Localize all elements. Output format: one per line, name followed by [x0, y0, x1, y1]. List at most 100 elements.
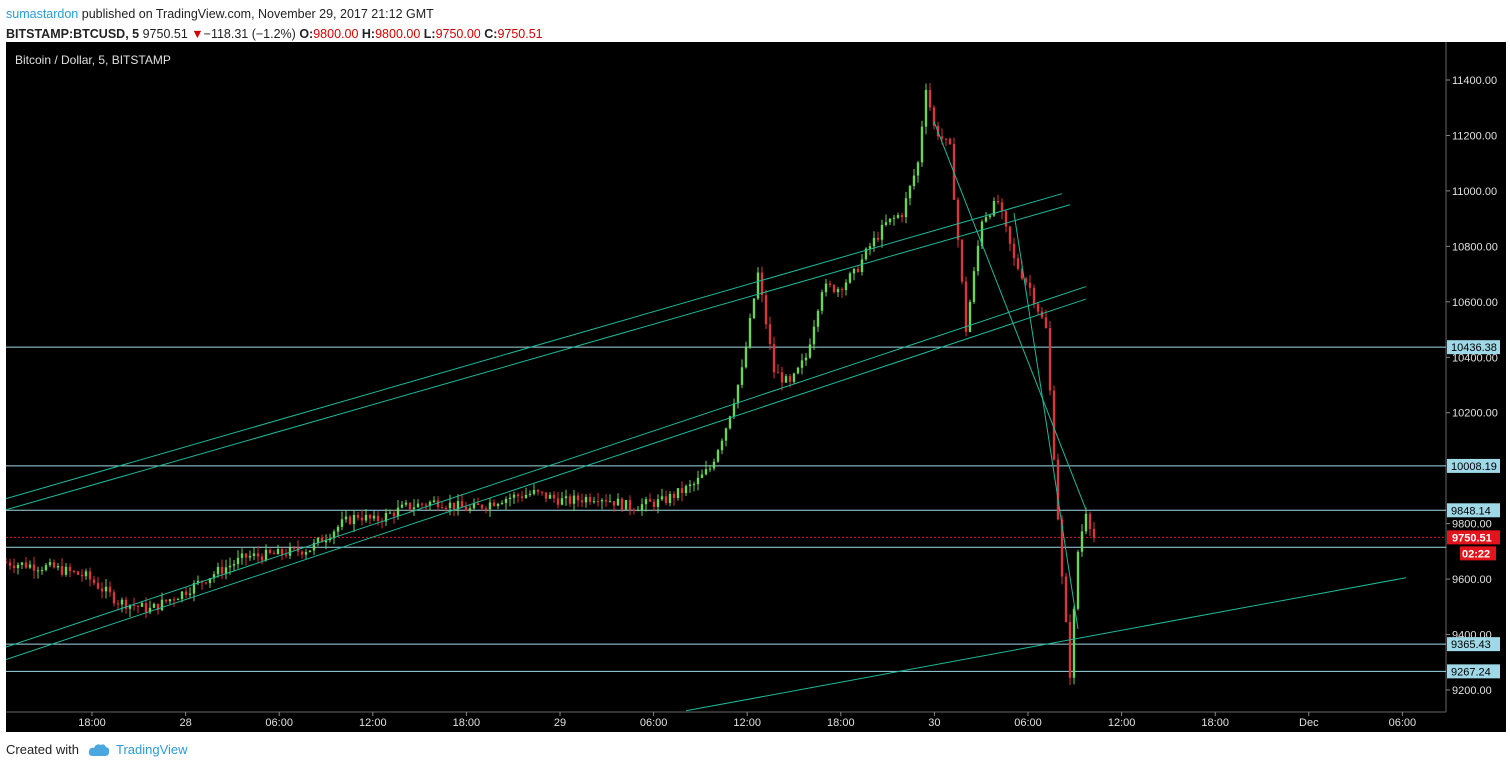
candle-body [856, 268, 860, 272]
candle-body [428, 502, 432, 506]
candle-body [984, 217, 988, 222]
candle-body [44, 565, 48, 571]
symbol-label: BITSTAMP:BTCUSD, 5 [6, 27, 140, 41]
candle-body [104, 586, 108, 592]
y-tick-label: 10800.00 [1452, 241, 1498, 253]
candle-body [432, 500, 436, 503]
candle-body [720, 440, 724, 451]
candle-body [360, 517, 364, 521]
candle-body [672, 494, 676, 498]
candle-body [48, 562, 52, 566]
candle-body [976, 245, 980, 272]
candle-body [472, 503, 476, 509]
candle-body [324, 540, 328, 543]
level-badge-label: 9848.14 [1451, 505, 1491, 517]
candle-body [768, 324, 772, 345]
candle-body [632, 510, 636, 512]
candle-body [620, 498, 624, 510]
candle-body [464, 506, 468, 511]
candle-body [388, 512, 392, 514]
candle-body [204, 582, 208, 584]
x-tick-label: 12:00 [359, 717, 387, 729]
candle-body [136, 605, 140, 607]
candle-body [496, 504, 500, 507]
candle-body [640, 504, 644, 511]
candle-body [748, 318, 752, 347]
candle-body [156, 603, 160, 611]
candle-body [368, 514, 372, 519]
candle-body [436, 500, 440, 507]
candle-body [808, 344, 812, 358]
candle-body [884, 222, 888, 225]
candle-body [512, 494, 516, 498]
candle-body [356, 514, 360, 518]
tradingview-cloud-icon [88, 744, 110, 756]
y-tick-label: 11000.00 [1452, 186, 1497, 198]
candle-body [1084, 513, 1088, 532]
candle-body [596, 501, 600, 503]
candle-body [840, 289, 844, 291]
candle-body [1044, 317, 1048, 328]
candle-body [408, 502, 412, 510]
trend-line [5, 193, 1063, 500]
candle-body [540, 491, 544, 493]
level-badge [1447, 340, 1500, 355]
candle-body [552, 494, 556, 499]
candle-body [848, 273, 852, 283]
x-tick-label: 06:00 [1014, 717, 1042, 729]
candle-body [272, 552, 276, 555]
candle-body [228, 565, 232, 568]
level-badge [1447, 664, 1500, 679]
candle-body [972, 271, 976, 302]
candle-body [56, 566, 60, 568]
candle-body [880, 224, 884, 240]
high-value: 9800.00 [375, 27, 421, 41]
candle-body [652, 501, 656, 507]
candle-body [196, 580, 200, 584]
time-axis [6, 712, 1506, 732]
candle-body [692, 484, 696, 486]
candle-body [28, 564, 32, 568]
candle-body [1060, 519, 1064, 577]
candle-body [188, 593, 192, 595]
down-arrow-icon: ▼ [191, 27, 204, 41]
candle-body [876, 237, 880, 240]
candle-body [276, 549, 280, 555]
candle-body [392, 512, 396, 517]
author-link[interactable]: sumastardon [6, 7, 79, 21]
candle-body [348, 516, 352, 525]
candle-body [548, 494, 552, 499]
candle-body [1020, 268, 1024, 279]
level-badge [1447, 458, 1500, 473]
candle-body [404, 502, 408, 505]
candle-body [284, 554, 288, 556]
candle-body [4, 562, 8, 564]
candle-body [164, 599, 168, 602]
chart-area[interactable]: 11400.00 11200.00 11000.00 10800.00 10600.00… [4, 42, 1506, 732]
candle-body [320, 537, 324, 543]
candle-body [712, 461, 716, 469]
candle-body [544, 492, 548, 499]
candle-body [844, 282, 848, 290]
tradingview-link[interactable]: TradingView [115, 742, 188, 757]
candle-body [888, 218, 892, 223]
candle-body [420, 503, 424, 505]
candle-body [656, 499, 660, 507]
candle-body [452, 502, 456, 510]
y-tick-label: 10600.00 [1452, 297, 1498, 309]
candle-body [308, 550, 312, 553]
candle-body [668, 494, 672, 503]
chart-header: sumastardon published on TradingView.com… [6, 4, 1506, 44]
candle-body [600, 500, 604, 502]
candle-body [384, 512, 388, 522]
level-badge-label: 9365.43 [1451, 639, 1491, 651]
low-label: L: [423, 27, 436, 41]
candle-body [588, 496, 592, 502]
candle-body [412, 507, 416, 510]
candle-body [492, 502, 496, 507]
candle-body [140, 603, 144, 607]
close-value: 9750.51 [497, 27, 543, 41]
price-chart[interactable]: 11400.00 11200.00 11000.00 10800.00 10600.00… [4, 42, 1506, 732]
candle-body [88, 571, 92, 580]
x-tick-label: 12:00 [1108, 717, 1136, 729]
